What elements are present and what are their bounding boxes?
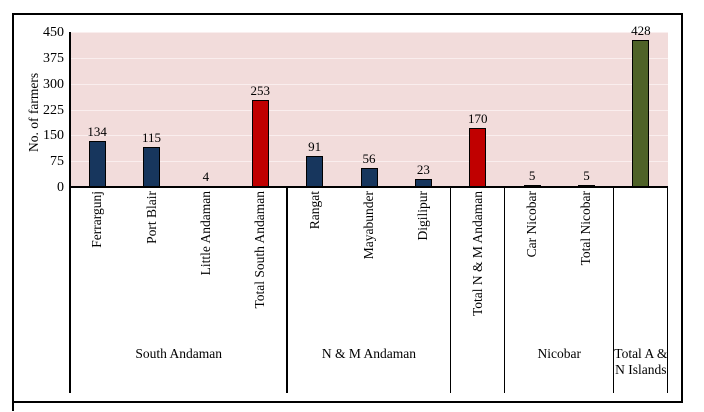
x-axis-line [70,186,668,188]
category-label-cell: Total South Andaman [233,191,287,309]
category-label-cell: Total N & M Andaman [451,191,505,316]
category-label: Total South Andaman [252,191,268,309]
gridline [70,135,668,137]
y-tick-label: 150 [43,128,64,144]
category-label: Rangat [306,191,322,230]
bar-value-label: 56 [362,150,376,166]
y-tick-label: 225 [43,102,64,118]
group-divider [503,186,506,393]
category-label-cell: Digilipur [396,191,450,241]
gridline [70,83,668,85]
category-label: Total Nicobar [578,191,594,266]
category-label-cell: Total Nicobar [559,191,613,265]
category-label: Total N & M Andaman [469,191,485,317]
group-divider [449,186,451,393]
bar-value-label: 91 [308,138,322,154]
bar [306,155,324,187]
bar [251,99,269,187]
bar-value-label: 4 [202,168,210,184]
group-divider [612,186,614,393]
y-tick-label: 75 [50,154,64,170]
category-label-cell: Little Andaman [179,191,233,275]
category-label: Car Nicobar [524,191,540,258]
bar [88,140,106,187]
bar-value-label: 428 [631,22,651,38]
category-label-cell: Port Blair [124,191,178,244]
gridline [70,57,668,59]
y-tick-label: 450 [43,25,64,40]
group-label: South Andaman [135,346,223,361]
y-tick-label: 300 [43,76,64,92]
y-tick-label: 375 [43,50,64,66]
category-label: Ferrargunj [89,191,105,248]
category-label: Port Blair [143,191,159,244]
bar-value-label: 115 [142,130,162,146]
bar-value-label: 5 [583,168,590,184]
gridline [70,109,668,111]
category-label: Mayabunder [360,191,376,260]
category-label: Little Andaman [197,191,213,276]
y-axis-line [69,32,71,393]
bar-value-label: 170 [467,111,488,127]
chart-outer-border [12,13,683,403]
gridline [70,161,668,163]
bar-value-label: 253 [250,82,271,98]
category-label-cell: Ferrargunj [70,191,124,248]
group-label: Nicobar [537,346,581,361]
group-label: Total A & N Islands [614,346,668,377]
group-divider [667,186,669,393]
border-tick-mark [12,403,14,411]
category-label: Digilipur [415,191,431,241]
bar-value-label: 134 [87,123,107,139]
bar-value-label: 23 [416,162,430,178]
bar [632,39,650,187]
group-divider [286,186,288,393]
category-label-cell: Mayabunder [342,191,396,259]
bar [360,167,378,187]
bar [469,128,487,187]
category-label-cell: Rangat [287,191,341,229]
group-label: N & M Andaman [321,346,417,361]
bar [143,147,161,187]
gridline [70,32,668,33]
y-tick-label: 0 [57,180,64,195]
category-label-cell: Car Nicobar [505,191,559,257]
bar-value-label: 5 [528,168,536,184]
